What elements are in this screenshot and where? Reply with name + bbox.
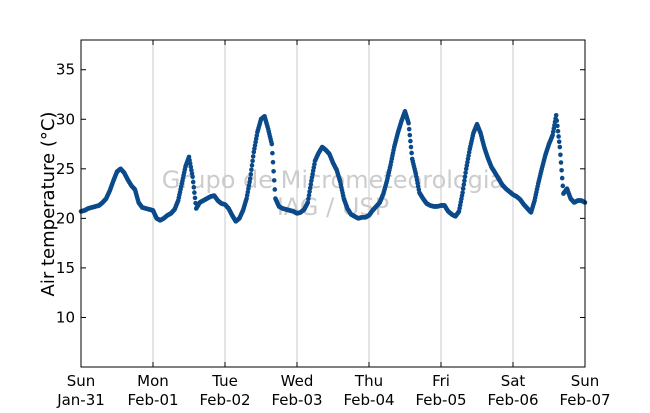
x-tick-label-date: Feb-06 <box>487 391 538 409</box>
data-point-interp <box>463 170 468 176</box>
x-tick-label-date: Feb-03 <box>271 391 322 409</box>
data-point-interp <box>306 196 311 202</box>
data-points <box>78 109 588 224</box>
data-point-interp <box>306 192 312 198</box>
data-point-interp <box>271 178 277 183</box>
data-point-interp <box>270 159 276 165</box>
data-point-interp <box>559 175 565 181</box>
watermark: Grupo de Micrometeorologia IAG / USP <box>162 166 504 221</box>
data-point-interp <box>558 160 564 165</box>
y-tick-label: 35 <box>56 61 75 79</box>
x-tick-label-day: Tue <box>211 372 238 390</box>
data-point-interp <box>248 171 254 177</box>
data-point-interp <box>271 168 276 174</box>
x-tick-label-date: Feb-02 <box>199 391 250 409</box>
y-tick-label: 10 <box>56 308 75 326</box>
x-tick-label-day: Sat <box>501 372 526 390</box>
data-point-interp <box>409 150 414 156</box>
y-axis-label: Air temperature (°C) <box>38 112 59 297</box>
data-point <box>406 120 411 126</box>
x-axis: SunJan-31MonFeb-01TueFeb-02WedFeb-03ThuF… <box>56 40 611 409</box>
x-tick-label-day: Fri <box>432 372 450 390</box>
data-point-interp <box>307 185 313 191</box>
data-point-interp <box>408 144 414 150</box>
y-tick-label: 30 <box>56 110 75 128</box>
data-point-interp <box>407 132 413 138</box>
data-point-interp <box>308 182 314 187</box>
data-point-interp <box>554 118 560 123</box>
data-point <box>305 200 311 205</box>
data-point <box>247 176 253 182</box>
watermark-line-2: IAG / USP <box>277 193 389 221</box>
data-point <box>553 113 559 118</box>
x-tick-label-date: Feb-05 <box>415 391 466 409</box>
data-point-interp <box>556 139 562 145</box>
data-point-interp <box>249 167 254 173</box>
x-tick-label-date: Feb-07 <box>559 391 610 409</box>
x-tick-label-day: Sun <box>67 372 96 390</box>
data-point <box>557 144 563 150</box>
data-point-interp <box>192 190 197 195</box>
data-point-interp <box>249 163 255 168</box>
y-tick-label: 20 <box>56 209 75 227</box>
data-point-interp <box>191 185 197 190</box>
data-point-interp <box>192 195 198 201</box>
data-point-interp <box>462 178 467 184</box>
data-point-interp <box>560 183 566 189</box>
data-point-interp <box>307 189 312 194</box>
data-point-interp <box>559 168 564 173</box>
plot-frame <box>80 39 586 368</box>
data-point-interp <box>270 150 275 156</box>
data-point-interp <box>558 152 563 158</box>
data-point-interp <box>462 174 468 180</box>
data-point-interp <box>461 182 467 187</box>
data-point <box>460 190 465 195</box>
y-tick-label: 15 <box>56 259 75 277</box>
x-tick-label-day: Wed <box>281 372 314 390</box>
data-point-interp <box>190 179 196 185</box>
data-point <box>269 141 275 147</box>
x-tick-label-date: Feb-04 <box>343 391 394 409</box>
data-point-interp <box>555 123 560 129</box>
data-point-interp <box>406 126 412 132</box>
data-point <box>190 174 195 180</box>
data-point-interp <box>250 158 255 164</box>
data-point-interp <box>408 138 413 144</box>
x-tick-label-day: Thu <box>354 372 383 390</box>
data-point-interp <box>556 134 561 139</box>
data-point-interp <box>460 186 466 191</box>
y-axis: 10 15 20 25 30 35 <box>56 61 585 326</box>
x-tick-label-day: Sun <box>571 372 600 390</box>
data-point-interp <box>555 128 561 134</box>
y-tick-label: 25 <box>56 160 75 178</box>
data-point-interp <box>272 187 278 192</box>
x-tick-label-day: Mon <box>137 372 169 390</box>
data-point-interp <box>250 154 256 159</box>
x-tick-label-date: Jan-31 <box>56 391 105 409</box>
x-tick-label-date: Feb-01 <box>127 391 178 409</box>
watermark-line-1: Grupo de Micrometeorologia <box>162 166 504 194</box>
